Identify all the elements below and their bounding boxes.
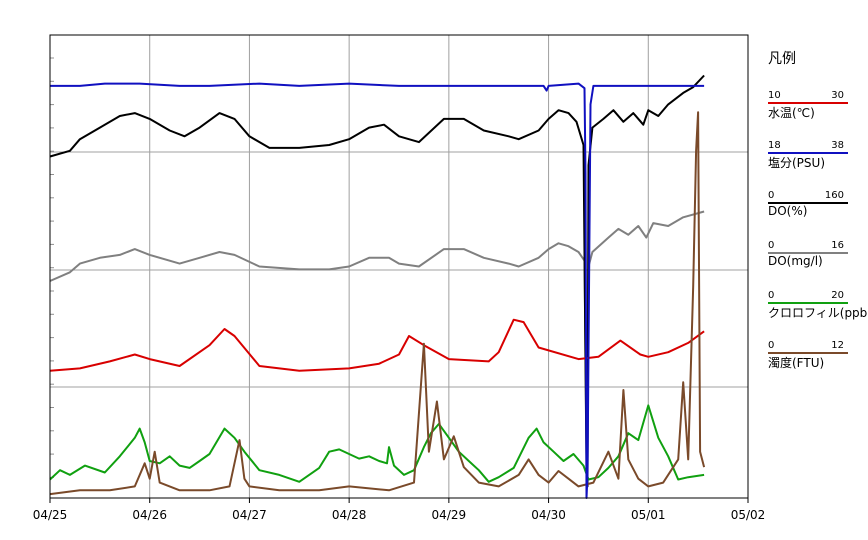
legend-swatch [768,202,848,204]
plot-series [49,74,706,499]
legend-swatch [768,252,848,254]
legend-max: 16 [831,240,844,251]
legend-entry: 0 16 DO(mg/l) [768,240,850,270]
legend-swatch [768,102,848,104]
plot-grid [49,35,749,503]
legend-label: DO(%) [768,204,808,218]
series-line-0 [49,318,705,372]
series-line-1 [50,82,705,499]
legend-swatch [768,302,848,304]
legend-range: 18 38 [768,140,848,152]
legend-label: クロロフィル(ppb) [768,306,868,320]
series-line-2 [49,74,705,488]
legend-max: 160 [824,190,844,201]
x-tick-label: 04/30 [531,508,566,522]
legend-min: 0 [768,240,775,251]
plot-frame [49,34,749,499]
legend-min: 0 [768,190,775,201]
legend-range: 0 160 [768,190,848,202]
series-line-4 [49,404,705,483]
x-tick-label: 04/29 [431,508,467,522]
legend-entry: 0 160 DO(%) [768,190,850,220]
legend-label: 塩分(PSU) [768,156,826,170]
legend-label: 水温(℃) [768,106,815,120]
legend-min: 0 [768,290,775,301]
legend-range: 10 30 [768,90,848,102]
legend-title: 凡例 [768,51,796,67]
legend-label: DO(mg/l) [768,254,823,268]
legend-min: 0 [768,340,775,351]
x-tick-label: 04/26 [132,508,167,522]
x-tick-label: 04/25 [32,508,68,522]
legend-min: 18 [768,140,781,151]
legend-max: 12 [831,340,844,351]
legend-min: 10 [768,90,781,101]
legend-range: 0 12 [768,340,848,352]
legend-entry: 0 20 クロロフィル(ppb) [768,290,868,320]
legend-range: 0 16 [768,240,848,252]
legend-max: 30 [831,90,844,101]
legend-range: 0 20 [768,290,848,302]
legend-swatch [768,152,848,154]
x-tick-label: 04/28 [331,508,367,522]
x-tick-label: 04/27 [232,508,267,522]
legend-swatch [768,352,848,354]
legend-max: 38 [831,140,844,151]
series-line-5 [49,111,706,496]
legend-entry: 10 30 水温(℃) [768,90,850,120]
legend-entry: 0 12 濁度(FTU) [768,340,850,370]
x-tick-label: 05/02 [730,508,766,522]
series-line-3 [49,210,705,471]
legend-entry: 18 38 塩分(PSU) [768,140,850,170]
legend-max: 20 [831,290,844,301]
legend-label: 濁度(FTU) [768,356,825,370]
x-tick-label: 05/01 [630,508,666,522]
